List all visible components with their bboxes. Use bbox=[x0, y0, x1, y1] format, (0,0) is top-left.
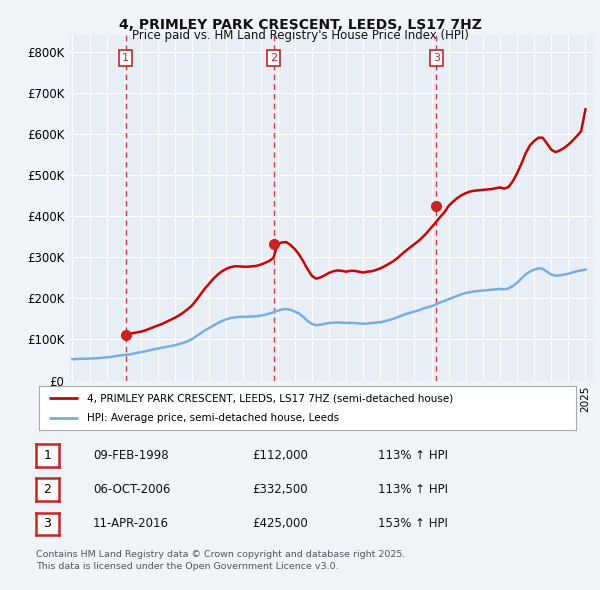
Text: 153% ↑ HPI: 153% ↑ HPI bbox=[378, 517, 448, 530]
Text: 06-OCT-2006: 06-OCT-2006 bbox=[93, 483, 170, 496]
Text: Contains HM Land Registry data © Crown copyright and database right 2025.: Contains HM Land Registry data © Crown c… bbox=[36, 550, 406, 559]
Text: 11-APR-2016: 11-APR-2016 bbox=[93, 517, 169, 530]
Text: Price paid vs. HM Land Registry's House Price Index (HPI): Price paid vs. HM Land Registry's House … bbox=[131, 30, 469, 42]
Text: £425,000: £425,000 bbox=[252, 517, 308, 530]
Text: 09-FEB-1998: 09-FEB-1998 bbox=[93, 449, 169, 462]
Text: HPI: Average price, semi-detached house, Leeds: HPI: Average price, semi-detached house,… bbox=[88, 413, 340, 423]
Text: 1: 1 bbox=[43, 449, 52, 462]
Text: 2: 2 bbox=[270, 53, 277, 63]
Text: This data is licensed under the Open Government Licence v3.0.: This data is licensed under the Open Gov… bbox=[36, 562, 338, 571]
Text: 2: 2 bbox=[43, 483, 52, 496]
Text: 3: 3 bbox=[433, 53, 440, 63]
Text: 3: 3 bbox=[43, 517, 52, 530]
Text: 1: 1 bbox=[122, 53, 129, 63]
Text: 113% ↑ HPI: 113% ↑ HPI bbox=[378, 449, 448, 462]
Text: £332,500: £332,500 bbox=[252, 483, 308, 496]
Text: £112,000: £112,000 bbox=[252, 449, 308, 462]
Text: 4, PRIMLEY PARK CRESCENT, LEEDS, LS17 7HZ (semi-detached house): 4, PRIMLEY PARK CRESCENT, LEEDS, LS17 7H… bbox=[88, 393, 454, 403]
Text: 4, PRIMLEY PARK CRESCENT, LEEDS, LS17 7HZ: 4, PRIMLEY PARK CRESCENT, LEEDS, LS17 7H… bbox=[119, 18, 481, 32]
Text: 113% ↑ HPI: 113% ↑ HPI bbox=[378, 483, 448, 496]
